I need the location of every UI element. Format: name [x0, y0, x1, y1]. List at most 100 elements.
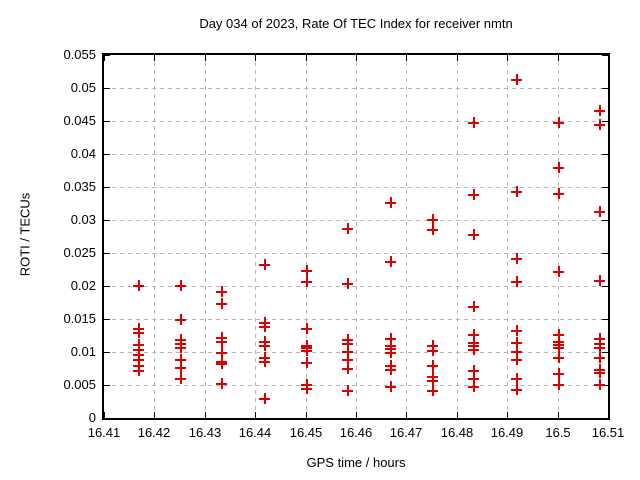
data-point-marker [427, 375, 438, 386]
y-tick-mark [602, 352, 608, 353]
data-point-marker [133, 280, 144, 291]
x-tick-mark [507, 412, 508, 418]
data-point-marker [301, 345, 312, 356]
x-tick-mark [558, 412, 559, 418]
data-point-marker [133, 365, 144, 376]
x-tick-mark [406, 55, 407, 61]
y-tick-label: 0.02 [70, 278, 96, 293]
data-point-marker [511, 276, 522, 287]
y-tick-mark [602, 55, 608, 56]
x-tick-label: 16.44 [238, 425, 272, 440]
data-point-marker [385, 347, 396, 358]
x-gridline [205, 55, 206, 418]
x-tick-mark [255, 412, 256, 418]
plot-border [102, 53, 610, 420]
y-tick-mark [602, 220, 608, 221]
y-tick-mark [602, 253, 608, 254]
data-point-marker [301, 357, 312, 368]
y-tick-mark [104, 121, 110, 122]
data-point-marker [468, 373, 479, 384]
data-point-marker [342, 278, 353, 289]
data-point-marker [468, 189, 479, 200]
y-tick-label: 0.05 [70, 80, 96, 95]
x-tick-mark [507, 55, 508, 61]
data-point-marker [511, 354, 522, 365]
y-tick-mark [602, 121, 608, 122]
data-point-marker [511, 346, 522, 357]
x-tick-mark [104, 412, 105, 418]
y-axis-label: ROTI / TECUs [17, 192, 33, 277]
y-tick-mark [104, 253, 110, 254]
data-point-marker [511, 373, 522, 384]
y-gridline [104, 220, 608, 221]
x-tick-label: 16.43 [188, 425, 222, 440]
x-tick-mark [406, 412, 407, 418]
y-gridline [104, 88, 608, 89]
data-point-marker [427, 214, 438, 225]
x-tick-label: 16.41 [87, 425, 121, 440]
x-tick-mark [457, 412, 458, 418]
x-gridline [558, 55, 559, 418]
data-point-marker [216, 378, 227, 389]
y-tick-mark [602, 154, 608, 155]
x-tick-mark [255, 55, 256, 61]
data-point-marker [427, 224, 438, 235]
data-point-marker [342, 338, 353, 349]
x-tick-label: 16.5 [545, 425, 571, 440]
y-tick-mark [104, 55, 110, 56]
x-tick-label: 16.51 [591, 425, 625, 440]
data-point-marker [553, 266, 564, 277]
data-point-marker [385, 333, 396, 344]
y-gridline [104, 286, 608, 287]
y-tick-mark [602, 385, 608, 386]
x-tick-mark [205, 55, 206, 61]
x-tick-label: 16.49 [490, 425, 524, 440]
x-gridline [507, 55, 508, 418]
data-point-marker [594, 379, 605, 390]
y-tick-mark [104, 286, 110, 287]
data-point-marker [342, 354, 353, 365]
data-point-marker [594, 206, 605, 217]
x-tick-mark [356, 412, 357, 418]
data-point-marker [427, 345, 438, 356]
data-point-marker [594, 367, 605, 378]
data-point-marker [259, 356, 270, 367]
x-tick-label: 16.47 [389, 425, 423, 440]
x-tick-mark [154, 55, 155, 61]
data-point-marker [511, 384, 522, 395]
data-point-marker [511, 74, 522, 85]
data-point-marker [216, 336, 227, 347]
data-point-marker [175, 314, 186, 325]
y-tick-mark [104, 187, 110, 188]
x-tick-mark [457, 55, 458, 61]
data-point-marker [553, 352, 564, 363]
data-point-marker [216, 298, 227, 309]
data-point-marker [427, 385, 438, 396]
data-point-marker [553, 117, 564, 128]
data-point-marker [216, 347, 227, 358]
y-gridline [104, 253, 608, 254]
y-gridline [104, 319, 608, 320]
data-point-marker [511, 337, 522, 348]
y-tick-label: 0.01 [70, 344, 96, 359]
data-point-marker [553, 368, 564, 379]
y-tick-mark [104, 220, 110, 221]
data-point-marker [175, 342, 186, 353]
data-point-marker [175, 373, 186, 384]
y-tick-mark [104, 352, 110, 353]
data-point-marker [385, 197, 396, 208]
data-point-marker [175, 280, 186, 291]
data-point-marker [594, 119, 605, 130]
y-tick-label: 0.045 [63, 113, 96, 128]
x-tick-mark [205, 412, 206, 418]
y-tick-mark [104, 385, 110, 386]
data-point-marker [553, 379, 564, 390]
chart-title: Day 034 of 2023, Rate Of TEC Index for r… [199, 16, 513, 31]
x-tick-mark [356, 55, 357, 61]
data-point-marker [301, 383, 312, 394]
data-point-marker [259, 393, 270, 404]
y-tick-mark [104, 88, 110, 89]
data-point-marker [468, 117, 479, 128]
x-tick-mark [306, 55, 307, 61]
